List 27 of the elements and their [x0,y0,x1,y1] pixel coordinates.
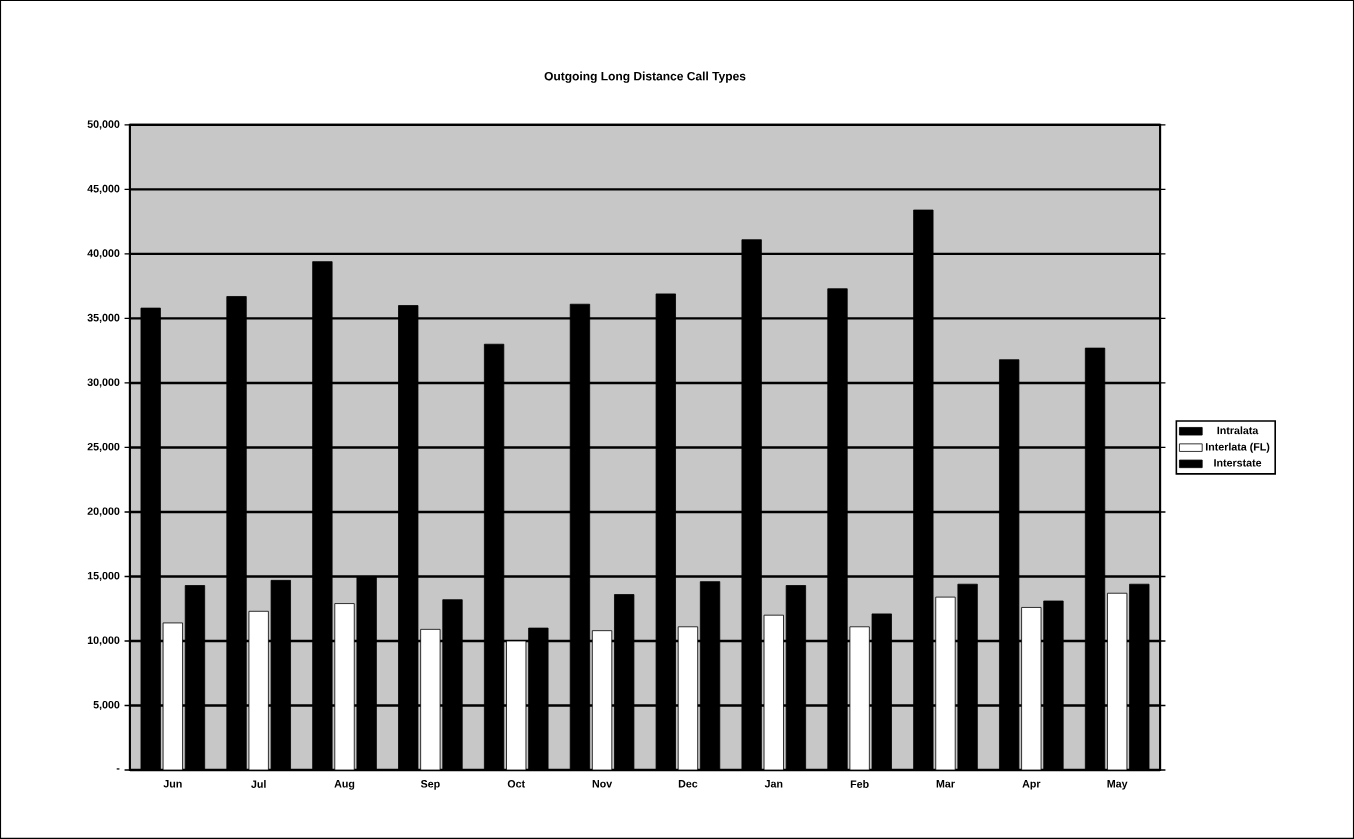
x-tick-label: Jan [764,780,783,788]
y-tick-label: 15,000 [87,571,120,582]
y-tick-label: 30,000 [87,378,120,388]
y-tick-label: 35,000 [87,313,120,324]
legend-label: Interlata (FL) [1205,442,1270,453]
x-tick-label: Jun [163,780,182,788]
chart-title: Outgoing Long Distance Call Types [544,71,746,83]
x-tick-label: Mar [936,780,955,788]
legend-label: Intralata [1217,426,1259,435]
y-tick-label: 20,000 [87,507,120,517]
y-tick-label: 40,000 [87,249,120,259]
y-tick-label: 10,000 [87,636,120,646]
y-tick-label: 5,000 [93,701,120,711]
x-tick-label: Sep [420,780,440,790]
y-tick-label: - [116,768,120,770]
x-tick-label: Apr [1022,780,1041,790]
x-tick-label: Aug [334,780,355,790]
x-tick-label: Jul [251,780,266,788]
x-tick-label: Nov [592,780,613,788]
legend-label: Interstate [1214,459,1262,467]
y-tick-label: 50,000 [87,120,120,130]
y-tick-label: 25,000 [87,442,120,453]
x-tick-label: Dec [678,780,698,788]
y-tick-label: 45,000 [87,184,120,194]
x-tick-label: Oct [507,780,525,788]
x-tick-label: Feb [850,780,869,788]
x-tick-label: May [1107,780,1128,790]
